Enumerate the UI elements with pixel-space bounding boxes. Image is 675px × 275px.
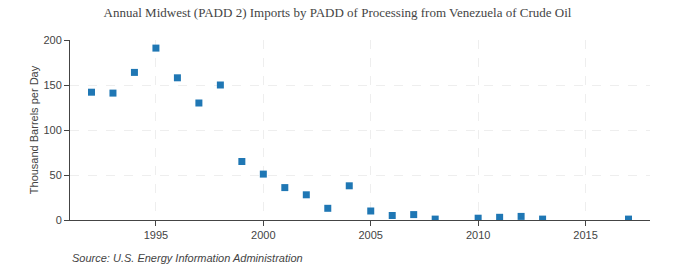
svg-text:50: 50 xyxy=(50,169,62,181)
svg-text:0: 0 xyxy=(56,214,62,226)
svg-text:2000: 2000 xyxy=(251,229,275,241)
svg-text:2010: 2010 xyxy=(466,229,490,241)
svg-text:1995: 1995 xyxy=(144,229,168,241)
svg-text:2015: 2015 xyxy=(573,229,597,241)
svg-text:Annual Midwest (PADD 2) Import: Annual Midwest (PADD 2) Imports by PADD … xyxy=(104,5,572,20)
svg-text:200: 200 xyxy=(43,34,61,46)
svg-text:2005: 2005 xyxy=(358,229,382,241)
svg-text:Thousand Barrels per Day: Thousand Barrels per Day xyxy=(28,65,40,194)
svg-text:100: 100 xyxy=(43,124,61,136)
svg-text:Source: U.S. Energy Informatio: Source: U.S. Energy Information Administ… xyxy=(72,252,303,264)
svg-text:150: 150 xyxy=(43,79,61,91)
